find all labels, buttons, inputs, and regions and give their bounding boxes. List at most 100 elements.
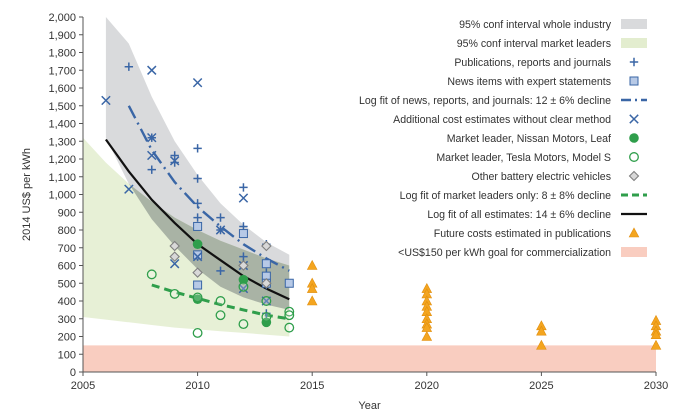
unclear-point-1 xyxy=(124,184,134,194)
future-point-12 xyxy=(421,330,433,341)
news-point-7 xyxy=(284,278,294,288)
legend-label-fit_leaders: Log fit of market leaders only: 8 ± 8% d… xyxy=(400,190,611,202)
legend-label-news: News items with expert statements xyxy=(447,76,611,88)
x-tick-label-1: 2010 xyxy=(185,380,209,392)
pubs-point-16 xyxy=(239,252,248,261)
legend-symbol-band_leaders xyxy=(621,38,647,48)
legend-symbol-band_industry xyxy=(621,19,647,29)
y-tick-label-11: 1,100 xyxy=(48,172,76,184)
y-tick-label-12: 1,200 xyxy=(48,154,76,166)
legend-label-band_industry: 95% conf interval whole industry xyxy=(459,19,612,31)
y-tick-label-14: 1,400 xyxy=(48,119,76,131)
y-tick-label-15: 1,500 xyxy=(48,101,76,113)
tesla-point-8 xyxy=(261,296,272,306)
x-tick-label-0: 2005 xyxy=(71,380,95,392)
unclear-point-4 xyxy=(147,150,157,161)
other-point-1 xyxy=(169,251,180,262)
data-points xyxy=(101,62,662,350)
y-tick-label-17: 1,700 xyxy=(48,65,76,77)
legend-label-band_leaders: 95% conf interval market leaders xyxy=(457,38,611,50)
unclear-point-0 xyxy=(101,95,111,106)
other-point-2 xyxy=(192,267,203,278)
unclear-point-2 xyxy=(147,65,157,75)
legend-label-fit_news: Log fit of news, reports, and journals: … xyxy=(359,95,611,107)
unclear-point-9 xyxy=(215,225,226,235)
legend-label-nissan: Market leader, Nissan Motors, Leaf xyxy=(447,133,611,145)
other-point-0 xyxy=(169,240,180,252)
legend-label-pubs: Publications, reports and journals xyxy=(454,57,611,69)
y-tick-label-10: 1,000 xyxy=(48,190,76,202)
legend-label-future: Future costs estimated in publications xyxy=(434,228,611,240)
legend-symbol-pubs xyxy=(629,57,639,67)
legend-symbol-other xyxy=(628,170,640,182)
pubs-point-0 xyxy=(124,62,134,71)
y-tick-label-8: 800 xyxy=(58,225,76,237)
news-point-4 xyxy=(261,259,271,269)
legend-label-goal: <US$150 per kWh goal for commercializati… xyxy=(398,247,611,259)
tesla-point-12 xyxy=(284,322,295,333)
x-tick-label-5: 2030 xyxy=(644,380,668,392)
tesla-point-3 xyxy=(192,328,203,338)
news-point-2 xyxy=(193,280,203,290)
news-point-0 xyxy=(193,221,203,231)
future-point-14 xyxy=(536,325,547,336)
tesla-point-6 xyxy=(238,281,249,292)
other-point-5 xyxy=(261,277,272,289)
x-tick-label-3: 2020 xyxy=(415,380,439,392)
unclear-point-7 xyxy=(192,77,203,88)
pubs-point-6 xyxy=(193,174,202,183)
unclear-point-5 xyxy=(169,156,180,166)
y-tick-label-3: 300 xyxy=(58,314,76,326)
pubs-point-3 xyxy=(170,151,179,160)
tesla-point-10 xyxy=(284,306,295,317)
unclear-point-6 xyxy=(169,258,180,269)
x-axis-label: Year xyxy=(358,400,381,412)
tesla-point-0 xyxy=(146,269,157,280)
pubs-point-7 xyxy=(193,199,202,208)
y-tick-label-9: 900 xyxy=(58,207,76,219)
y-tick-label-0: 0 xyxy=(70,367,76,379)
other-point-4 xyxy=(261,240,272,252)
future-point-15 xyxy=(536,339,547,350)
future-point-20 xyxy=(650,339,662,350)
legend-symbol-goal xyxy=(621,247,647,257)
y-tick-label-20: 2,000 xyxy=(48,12,76,24)
y-tick-label-1: 100 xyxy=(58,349,76,361)
y-tick-label-7: 700 xyxy=(58,243,76,255)
tesla-point-5 xyxy=(215,310,226,321)
other-point-3 xyxy=(238,260,249,271)
x-tick-label-2: 2015 xyxy=(300,380,324,392)
pubs-point-14 xyxy=(239,183,248,192)
news-point-1 xyxy=(193,250,203,260)
tesla-point-11 xyxy=(284,310,295,321)
unclear-point-10 xyxy=(238,193,249,203)
x-tick-label-4: 2025 xyxy=(529,380,553,392)
pubs-point-5 xyxy=(193,144,202,153)
legend-label-unclear: Additional cost estimates without clear … xyxy=(393,114,611,126)
legend-label-fit_all: Log fit of all estimates: 14 ± 6% declin… xyxy=(427,209,611,221)
unclear-point-8 xyxy=(192,251,203,262)
pubs-point-11 xyxy=(216,213,225,222)
future-point-0 xyxy=(306,259,318,270)
legend: 95% conf interval whole industry 95% conf… xyxy=(359,19,647,259)
tesla-point-9 xyxy=(261,312,272,322)
legend-symbol-tesla xyxy=(629,152,639,162)
legend-symbol-unclear xyxy=(629,114,639,124)
tesla-point-2 xyxy=(192,292,203,303)
future-point-3 xyxy=(306,295,318,306)
legend-label-other: Other battery electric vehicles xyxy=(471,171,611,183)
tesla-point-1 xyxy=(169,288,180,299)
nissan-point-2 xyxy=(238,274,249,285)
tesla-point-4 xyxy=(215,296,226,306)
unclear-point-12 xyxy=(238,283,249,294)
y-tick-label-2: 200 xyxy=(58,332,76,344)
future-point-19 xyxy=(650,329,662,340)
future-point-2 xyxy=(306,282,318,293)
fit-news-line xyxy=(127,105,290,272)
axes: 0 100 200 300 400 500 600 700 800 900 1,000 1,100 1,… xyxy=(48,12,668,392)
legend-symbol-news xyxy=(629,76,639,86)
pubs-point-2 xyxy=(147,165,156,174)
y-tick-label-13: 1,300 xyxy=(48,136,76,148)
legend-symbol-nissan xyxy=(629,133,639,143)
